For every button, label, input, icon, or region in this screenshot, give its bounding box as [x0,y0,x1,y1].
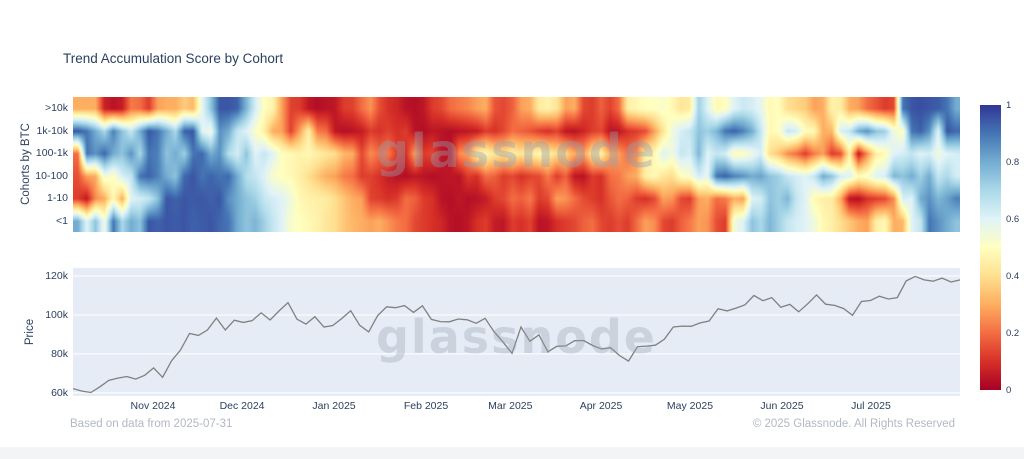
x-axis-tick-label: Dec 2024 [219,400,265,412]
colorbar-tick-label: 0.8 [1006,157,1020,168]
price-line-chart [72,275,961,394]
colorbar-tick-label: 1 [1006,100,1012,111]
price-y-axis-title: Price [24,318,36,346]
x-axis-tick-label: Jun 2025 [760,400,804,412]
heatmap-row-label: <1 [56,214,68,227]
price-plot-area[interactable] [72,268,961,396]
heatmap-row-label: 10-100 [35,169,68,182]
price-line [72,275,961,394]
colorbar-tick-label: 0.6 [1006,214,1020,225]
colorbar-tick-label: 0.4 [1006,271,1020,282]
chart-title: Trend Accumulation Score by Cohort [63,51,284,66]
heatmap-row-label: >10k [44,102,68,115]
colorbar-tick-label: 0 [1006,385,1012,396]
x-axis-tick-label: Jul 2025 [851,400,891,412]
price-y-tick-label: 80k [51,347,68,360]
data-source-note: Based on data from 2025-07-31 [70,418,233,430]
x-axis-tick-label: Mar 2025 [488,400,533,412]
x-axis-tick-label: Jan 2025 [312,400,356,412]
heatmap-row-label: 100-1k [35,147,68,160]
colorbar-gradient [980,105,1001,390]
bottom-strip [0,447,1024,459]
x-axis-tick-label: May 2025 [666,400,714,412]
x-axis-tick-label: Feb 2025 [403,400,449,412]
heatmap-row-label: 1k-10k [36,124,68,137]
price-y-tick-label: 100k [45,308,68,321]
price-y-tick-label: 120k [45,269,68,282]
x-axis-tick-label: Apr 2025 [579,400,623,412]
x-axis-tick-label: Nov 2024 [130,400,176,412]
copyright-note: © 2025 Glassnode. All Rights Reserved [752,418,955,430]
heatmap-row-label: 1-10 [46,192,68,205]
price-y-tick-label: 60k [51,386,68,399]
heatmap-plot-area[interactable] [73,97,960,232]
colorbar-tick-label: 0.2 [1006,328,1020,339]
